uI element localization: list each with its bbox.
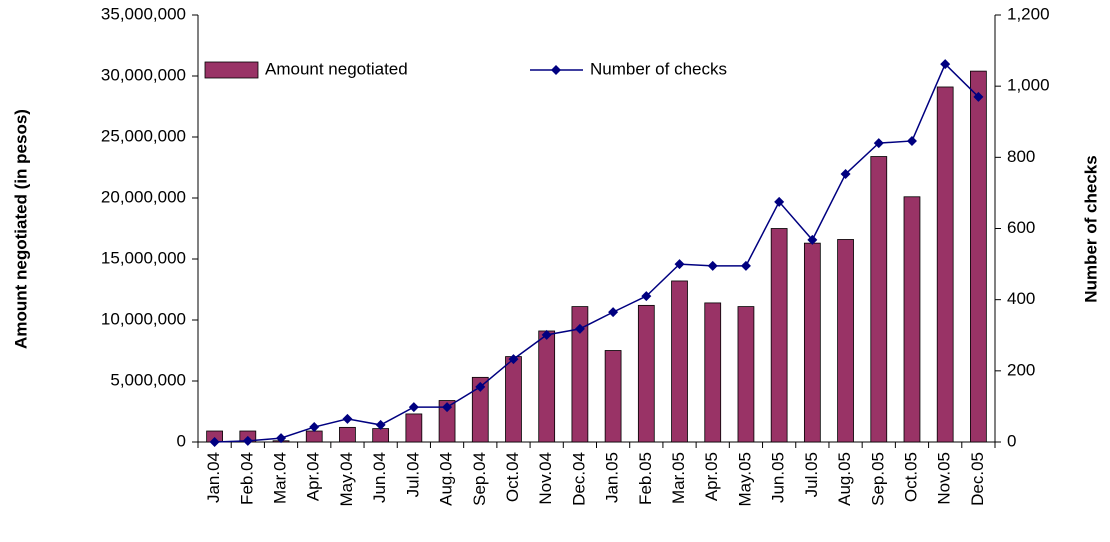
legend-label: Amount negotiated <box>265 59 408 78</box>
legend-marker <box>551 65 561 75</box>
bar <box>737 306 755 443</box>
bar <box>770 228 788 443</box>
bar <box>438 400 456 443</box>
marker <box>873 138 884 149</box>
x-tick-label: Feb.04 <box>237 452 256 505</box>
marker <box>840 169 851 180</box>
x-tick-label: Dec.05 <box>968 452 987 506</box>
y-tick-label: 5,000,000 <box>110 370 186 389</box>
y2-tick-label: 600 <box>1007 218 1035 237</box>
marker <box>209 437 220 447</box>
x-tick-label: May.04 <box>337 452 356 507</box>
x-tick-label: Sep.04 <box>470 452 489 506</box>
y-tick-label: 35,000,000 <box>101 4 186 23</box>
marker <box>608 307 619 318</box>
marker <box>774 196 785 207</box>
marker <box>408 402 419 413</box>
bar <box>471 376 489 443</box>
marker <box>342 413 353 424</box>
bar <box>305 430 323 443</box>
y-tick-label: 10,000,000 <box>101 309 186 328</box>
marker <box>807 234 818 245</box>
marker <box>740 260 751 271</box>
y2-axis-title: Number of checks <box>1081 155 1100 302</box>
bar <box>538 330 556 443</box>
x-tick-label: Oct.05 <box>901 452 920 502</box>
x-tick-label: Oct.04 <box>503 452 522 502</box>
y-tick-label: 30,000,000 <box>101 65 186 84</box>
legend-label: Number of checks <box>590 59 727 78</box>
x-tick-label: Apr.04 <box>304 452 323 501</box>
x-tick-label: Aug.05 <box>835 452 854 506</box>
bar <box>936 86 954 443</box>
line <box>214 62 979 443</box>
bar <box>704 302 722 443</box>
marker <box>375 419 386 430</box>
marker <box>475 381 486 392</box>
bar <box>505 356 522 443</box>
marker <box>442 402 453 413</box>
marker <box>276 433 287 444</box>
marker <box>973 91 984 102</box>
marker <box>707 260 718 271</box>
bar <box>372 428 390 443</box>
marker <box>541 329 552 340</box>
bar <box>903 196 921 443</box>
x-tick-label: Sep.05 <box>868 452 887 506</box>
x-tick-label: Apr.05 <box>702 452 721 501</box>
marker <box>906 135 917 146</box>
bar <box>637 304 655 443</box>
marker <box>641 291 652 302</box>
marker <box>508 354 519 365</box>
y-tick-label: 25,000,000 <box>101 126 186 145</box>
x-tick-label: Dec.04 <box>569 452 588 506</box>
y2-tick-label: 1,000 <box>1007 76 1050 95</box>
bar <box>837 239 854 443</box>
bar <box>803 242 821 443</box>
bar <box>870 156 888 443</box>
marker <box>574 323 585 334</box>
bar <box>671 280 688 443</box>
x-tick-label: Jun.04 <box>370 452 389 503</box>
bar <box>339 426 356 443</box>
bar <box>604 350 622 443</box>
x-tick-label: Mar.05 <box>669 452 688 504</box>
x-tick-label: Jan.05 <box>603 452 622 503</box>
y-tick-label: 15,000,000 <box>101 248 186 267</box>
y2-tick-label: 400 <box>1007 289 1035 308</box>
x-tick-label: Feb.05 <box>636 452 655 505</box>
marker <box>940 59 951 70</box>
y2-tick-label: 0 <box>1007 431 1016 450</box>
y2-tick-label: 200 <box>1007 360 1035 379</box>
x-tick-label: May.05 <box>735 452 754 507</box>
x-tick-label: Jul.04 <box>403 452 422 497</box>
legend-swatch <box>204 61 259 79</box>
x-tick-label: Nov.04 <box>536 452 555 505</box>
x-tick-label: Jan.04 <box>204 452 223 503</box>
y2-tick-label: 800 <box>1007 147 1035 166</box>
marker <box>674 259 685 270</box>
x-tick-label: Jun.05 <box>769 452 788 503</box>
y-tick-label: 0 <box>177 431 186 450</box>
bar <box>571 306 589 443</box>
x-tick-label: Aug.04 <box>437 452 456 506</box>
y2-tick-label: 1,200 <box>1007 4 1050 23</box>
y-axis-title: Amount negotiated (in pesos) <box>11 109 30 349</box>
x-tick-label: Nov.05 <box>935 452 954 505</box>
x-tick-label: Jul.05 <box>802 452 821 497</box>
bar <box>405 413 423 443</box>
marker <box>309 422 320 433</box>
y-tick-label: 20,000,000 <box>101 187 186 206</box>
bar <box>970 70 987 443</box>
marker <box>242 435 253 446</box>
x-tick-label: Mar.04 <box>271 452 290 504</box>
